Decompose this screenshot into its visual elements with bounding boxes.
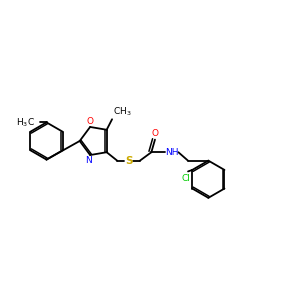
Text: O: O (86, 117, 93, 126)
Text: N: N (85, 156, 92, 165)
Text: Cl: Cl (181, 174, 190, 183)
Text: NH: NH (166, 148, 179, 157)
Text: O: O (152, 129, 158, 138)
Text: H$_3$C: H$_3$C (16, 116, 35, 129)
Text: S: S (125, 156, 132, 166)
Text: CH$_3$: CH$_3$ (113, 106, 131, 118)
